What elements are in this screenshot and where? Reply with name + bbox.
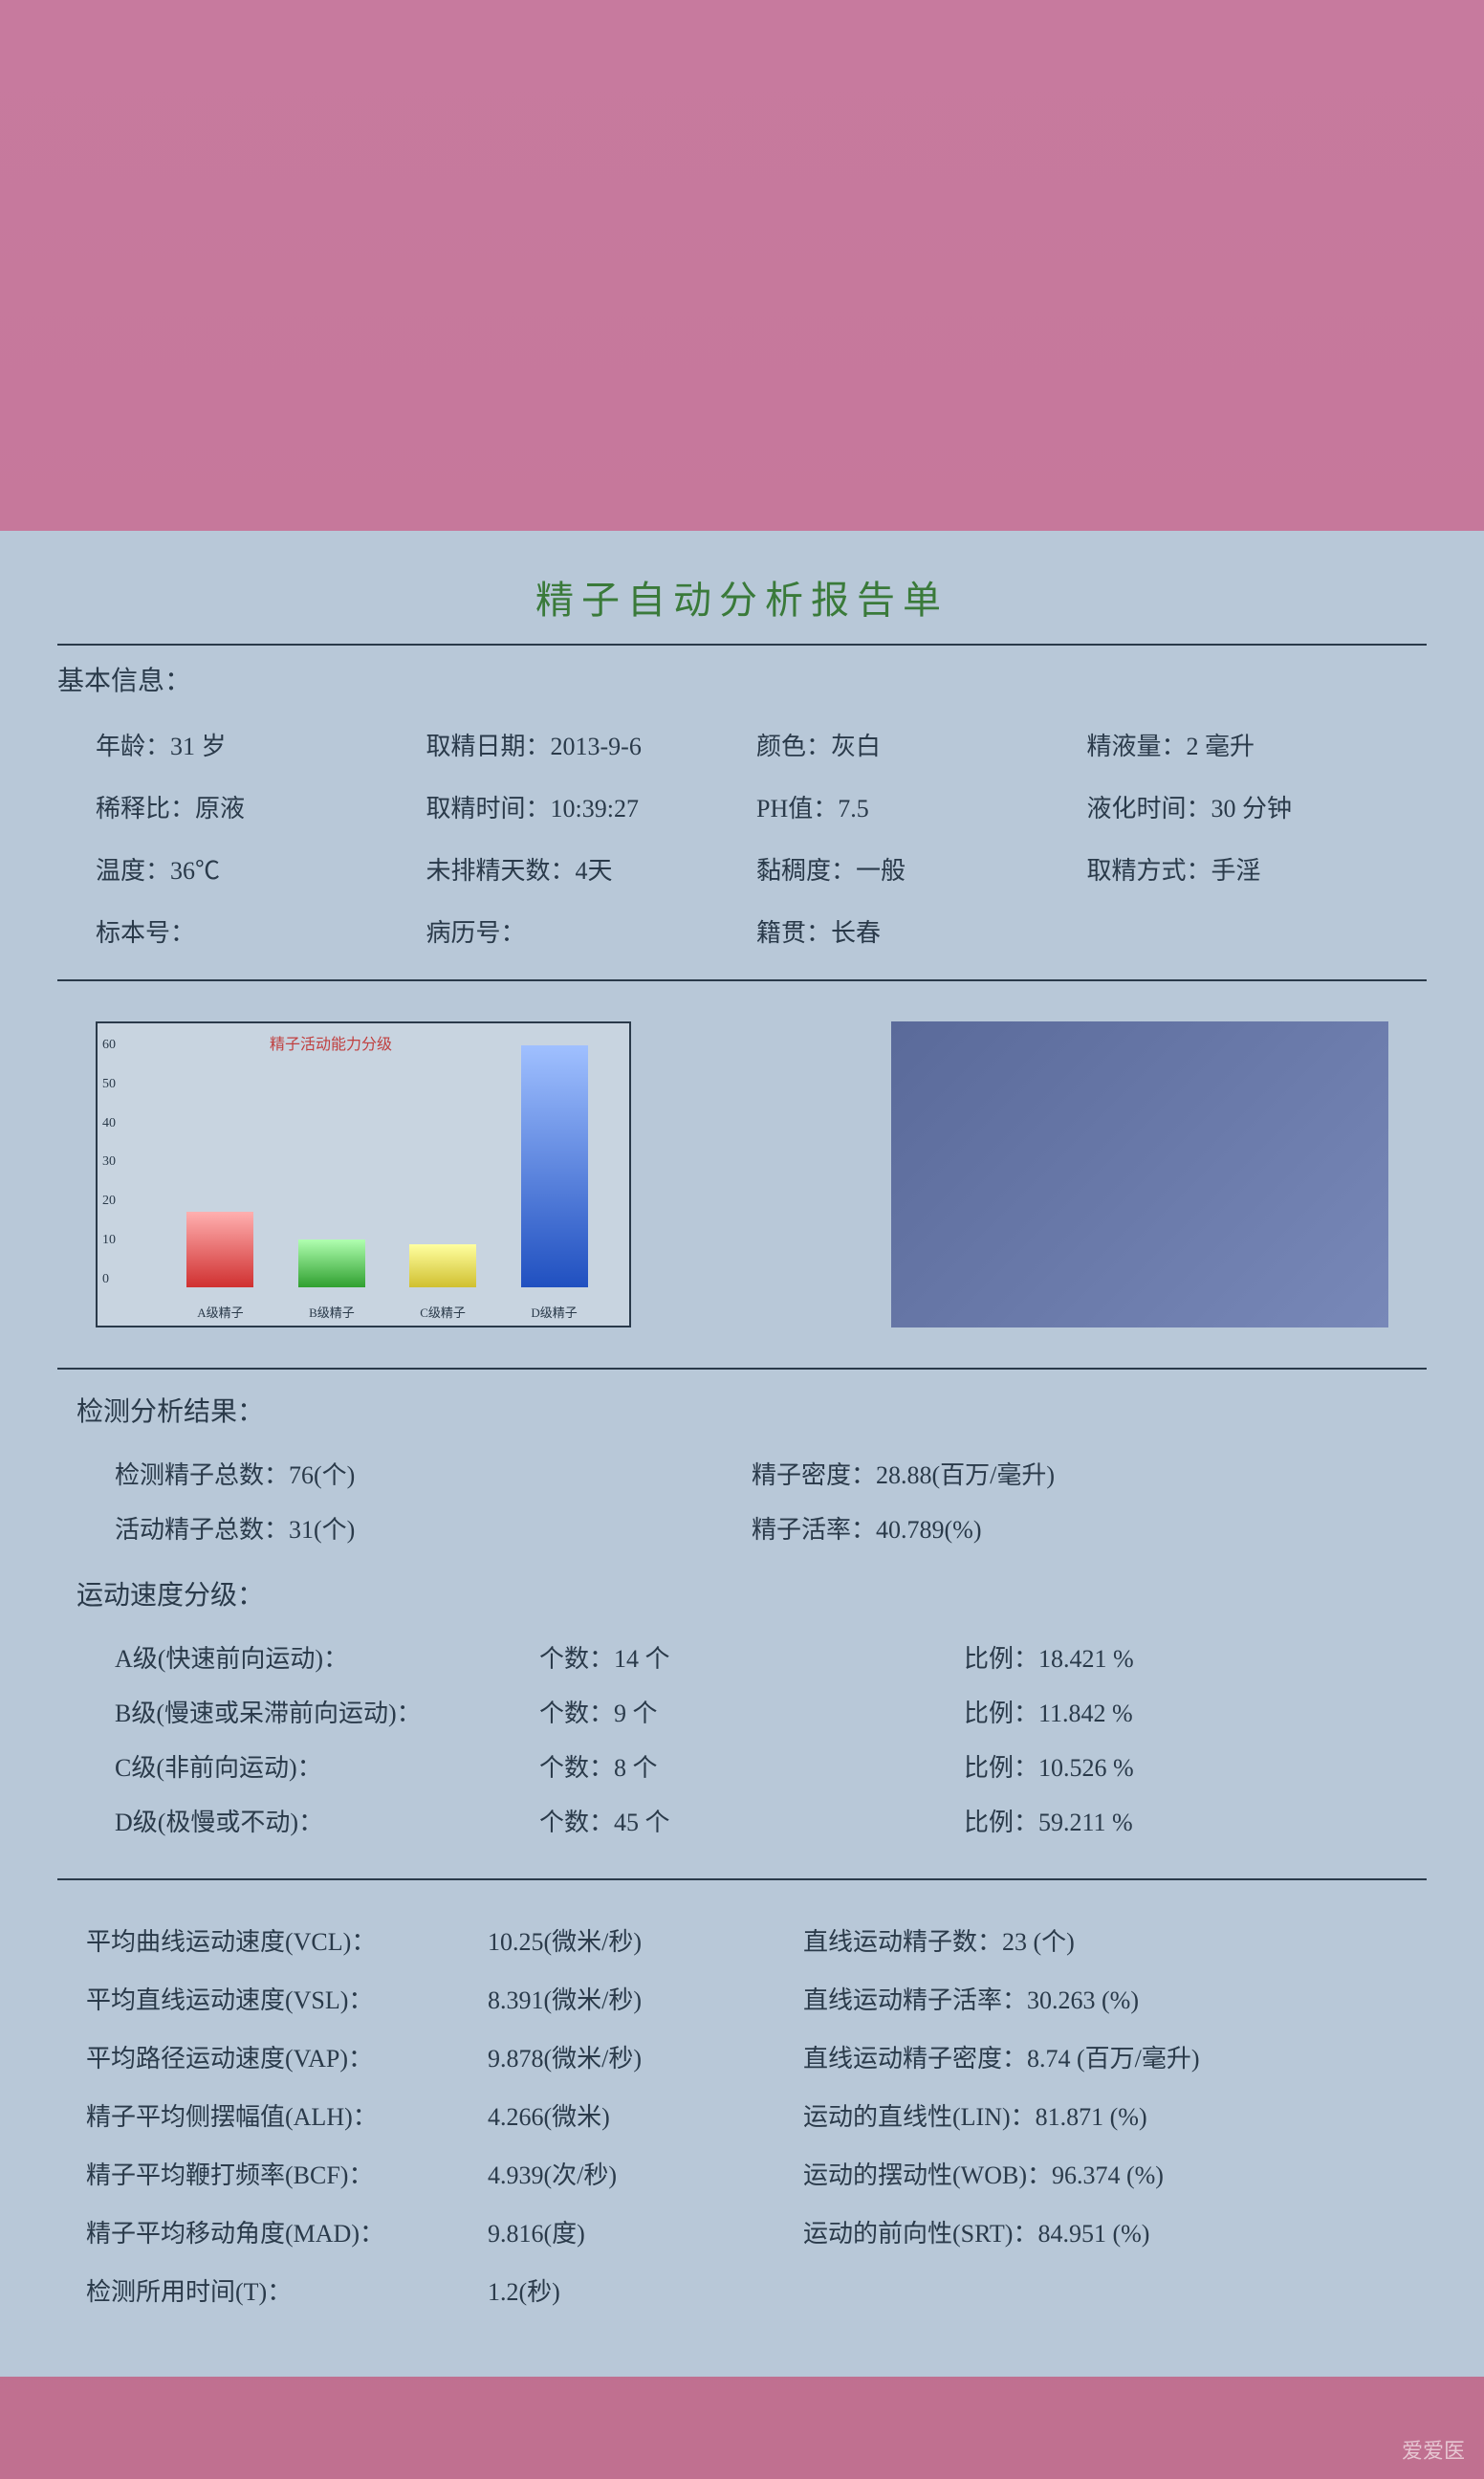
res-motility: 精子活率：40.789(%): [752, 1510, 1388, 1546]
results-block: 检测分析结果： 检测精子总数：76(个) 精子密度：28.88(百万/毫升) 活…: [57, 1381, 1427, 1867]
watermark: 爱爱医: [1402, 2434, 1465, 2465]
bar-c: [409, 1244, 476, 1287]
report-title: 精子自动分析报告单: [57, 569, 1427, 625]
chart-yaxis: 60 50 40 30 20 10 0: [102, 1038, 116, 1287]
motility-bar-chart: 精子活动能力分级 60 50 40 30 20 10 0 A级: [96, 1021, 631, 1327]
grade-d-row: D级(极慢或不动)： 个数：45 个 比例：59.211 %: [76, 1793, 1408, 1848]
field-method: 取精方式：手淫: [1087, 851, 1408, 887]
vel-row: 平均曲线运动速度(VCL)： 10.25(微米/秒) 直线运动精子数：23 (个…: [86, 1911, 1408, 1969]
vel-row: 精子平均移动角度(MAD)： 9.816(度) 运动的前向性(SRT)：84.9…: [86, 2203, 1408, 2261]
chart-xaxis: A级精子 B级精子 C级精子 D级精子: [164, 1303, 610, 1321]
res-density: 精子密度：28.88(百万/毫升): [752, 1456, 1388, 1491]
field-viscosity: 黏稠度：一般: [756, 851, 1078, 887]
divider: [57, 979, 1427, 981]
field-date: 取精日期：2013-9-6: [426, 727, 748, 762]
vel-row: 平均路径运动速度(VAP)： 9.878(微米/秒) 直线运动精子密度：8.74…: [86, 2028, 1408, 2086]
bar-d: [521, 1045, 588, 1287]
field-dilution: 稀释比：原液: [96, 789, 417, 824]
field-abstain: 未排精天数：4天: [426, 851, 748, 887]
vel-row: 精子平均侧摆幅值(ALH)： 4.266(微米) 运动的直线性(LIN)：81.…: [86, 2086, 1408, 2144]
field-age: 年龄：31 岁: [96, 727, 417, 762]
field-origin: 籍贯：长春: [756, 913, 1078, 949]
field-time: 取精时间：10:39:27: [426, 789, 748, 824]
field-record: 病历号：: [426, 913, 748, 949]
field-liq: 液化时间：30 分钟: [1087, 789, 1408, 824]
divider: [57, 1368, 1427, 1370]
field-volume: 精液量：2 毫升: [1087, 727, 1408, 762]
bar-b: [298, 1240, 365, 1287]
grade-c-row: C级(非前向运动)： 个数：8 个 比例：10.526 %: [76, 1739, 1408, 1793]
field-specimen: 标本号：: [96, 913, 417, 949]
grade-a-row: A级(快速前向运动)： 个数：14 个 比例：18.421 %: [76, 1630, 1408, 1684]
basic-info-grid: 年龄：31 岁 取精日期：2013-9-6 颜色：灰白 精液量：2 毫升 稀释比…: [57, 717, 1427, 968]
vel-row: 精子平均鞭打频率(BCF)： 4.939(次/秒) 运动的摆动性(WOB)：96…: [86, 2144, 1408, 2203]
bars-area: [164, 1042, 610, 1287]
basic-info-label: 基本信息：: [57, 660, 1427, 698]
bar-a: [186, 1212, 253, 1287]
field-ph: PH值：7.5: [756, 789, 1078, 824]
field-color: 颜色：灰白: [756, 727, 1078, 762]
field-temp: 温度：36℃: [96, 851, 417, 887]
divider: [57, 644, 1427, 646]
res-active-count: 活动精子总数：31(个): [115, 1510, 752, 1546]
vel-row: 检测所用时间(T)： 1.2(秒): [86, 2261, 1408, 2319]
grade-b-row: B级(慢速或呆滞前向运动)： 个数：9 个 比例：11.842 %: [76, 1684, 1408, 1739]
motility-grades-label: 运动速度分级：: [76, 1574, 1408, 1612]
res-total-count: 检测精子总数：76(个): [115, 1456, 752, 1491]
divider: [57, 1878, 1427, 1880]
velocity-block: 平均曲线运动速度(VCL)： 10.25(微米/秒) 直线运动精子数：23 (个…: [57, 1892, 1427, 2329]
charts-row: 精子活动能力分级 60 50 40 30 20 10 0 A级: [57, 993, 1427, 1356]
microscope-image: [891, 1021, 1388, 1327]
report-paper: 精子自动分析报告单 基本信息： 年龄：31 岁 取精日期：2013-9-6 颜色…: [0, 531, 1484, 2377]
results-label: 检测分析结果：: [76, 1391, 1408, 1429]
vel-row: 平均直线运动速度(VSL)： 8.391(微米/秒) 直线运动精子活率：30.2…: [86, 1969, 1408, 2028]
